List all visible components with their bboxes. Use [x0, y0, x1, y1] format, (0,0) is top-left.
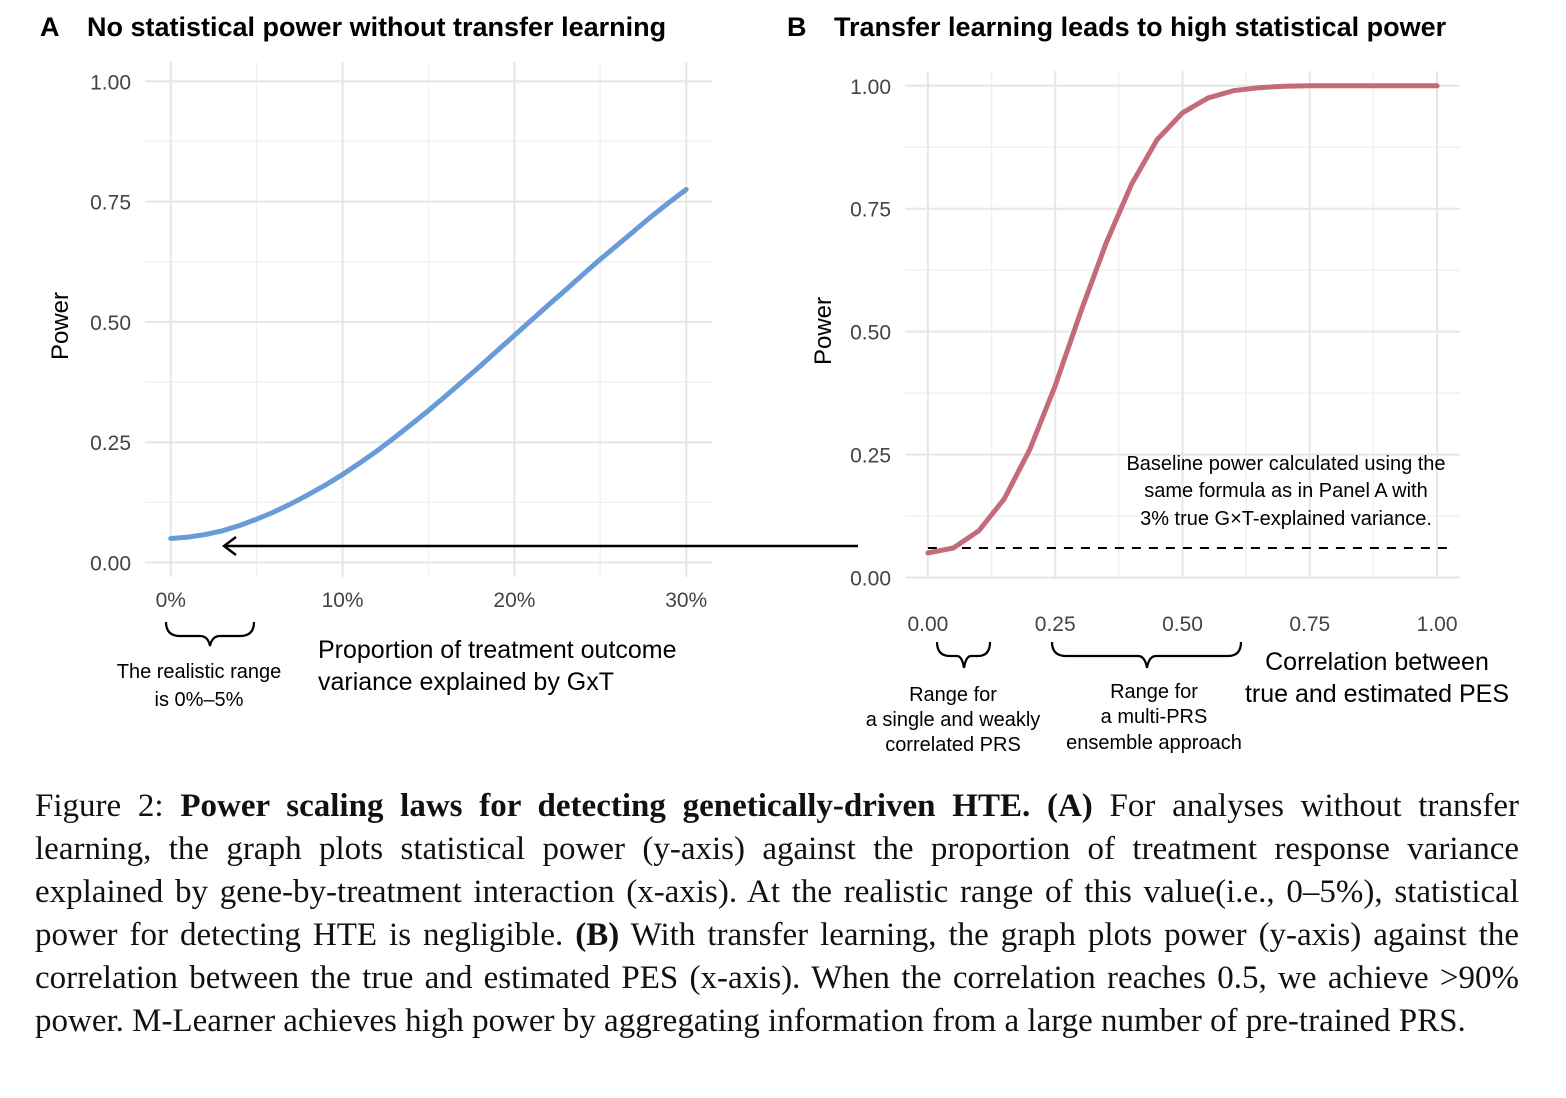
panel-b-x-ticks: 0.00 0.25 0.50 0.75 1.00: [907, 613, 1457, 636]
panel-a: A No statistical power without transfer …: [40, 12, 712, 711]
caption-b-label: (B): [575, 917, 620, 953]
panel-b-range2-line1: Range for: [1110, 681, 1198, 703]
y-tick-label: 0.75: [90, 192, 131, 215]
panel-a-grid: [145, 62, 712, 577]
panel-b-range2-line2: a multi-PRS: [1101, 706, 1208, 728]
x-tick-label: 0.50: [1162, 613, 1203, 636]
y-tick-label: 0.50: [90, 312, 131, 335]
panel-b-range1-line1: Range for: [909, 684, 997, 706]
panel-a-range-brace: [164, 621, 256, 647]
panel-a-x-label-line2: variance explained by GxT: [318, 668, 614, 696]
arrow-head-icon: [222, 536, 237, 556]
panel-b-x-label-line1: Correlation between: [1265, 648, 1489, 676]
baseline-note-line1: Baseline power calculated using the: [1126, 453, 1445, 475]
y-tick-label: 1.00: [90, 71, 131, 94]
caption-a-text: For analyses without transfer learning, …: [35, 788, 1520, 953]
panel-b-range1-line2: a single and weakly: [866, 709, 1041, 731]
panel-b-grid: [905, 71, 1460, 579]
panel-b-range2-line3: ensemble approach: [1066, 732, 1242, 754]
y-tick-label: 0.25: [90, 432, 131, 455]
y-tick-label: 1.00: [850, 76, 891, 99]
y-tick-label: 0.25: [850, 445, 891, 468]
panel-a-x-label-line1: Proportion of treatment outcome: [318, 636, 677, 664]
baseline-note-line2: same formula as in Panel A with: [1144, 480, 1427, 502]
panel-b-letter: B: [787, 12, 807, 42]
caption-prefix: Figure 2:: [35, 788, 181, 824]
baseline-note-line3: 3% true G×T-explained variance.: [1140, 508, 1432, 530]
panel-a-y-label: Power: [47, 292, 74, 360]
figure-panels: A No statistical power without transfer …: [40, 12, 1509, 756]
panel-b-y-label: Power: [810, 297, 837, 365]
baseline-arrow: [222, 536, 858, 556]
panel-a-letter: A: [40, 12, 60, 42]
panel-b-range1-brace: [935, 641, 992, 669]
x-tick-label: 30%: [665, 589, 707, 612]
panel-b-range1-line3: correlated PRS: [885, 734, 1021, 756]
x-tick-label: 0%: [156, 589, 186, 612]
y-tick-label: 0.00: [90, 553, 131, 576]
caption-a-label: (A): [1046, 788, 1093, 824]
y-tick-label: 0.50: [850, 322, 891, 345]
y-tick-label: 0.00: [850, 568, 891, 591]
x-tick-label: 0.00: [907, 613, 948, 636]
x-tick-label: 0.25: [1035, 613, 1076, 636]
panel-b-title: Transfer learning leads to high statisti…: [834, 12, 1447, 42]
panel-a-range-label-line2: is 0%–5%: [155, 689, 244, 711]
panel-a-x-ticks: 0% 10% 20% 30%: [156, 589, 708, 612]
x-tick-label: 1.00: [1417, 613, 1458, 636]
panel-a-series-line: [168, 187, 689, 541]
y-tick-label: 0.75: [850, 199, 891, 222]
panel-b-series-line: [925, 83, 1440, 556]
x-tick-label: 0.75: [1289, 613, 1330, 636]
caption-b-text: With transfer learning, the graph plots …: [35, 917, 1519, 1039]
panel-b-y-ticks: 0.00 0.25 0.50 0.75 1.00: [850, 76, 891, 591]
panel-a-title: No statistical power without transfer le…: [87, 12, 666, 42]
panel-b-x-label-line2: true and estimated PES: [1245, 680, 1509, 708]
panel-a-y-ticks: 0.00 0.25 0.50 0.75 1.00: [90, 71, 131, 575]
panel-b-range2-brace: [1050, 641, 1243, 669]
figure-caption: Figure 2: Power scaling laws for detecti…: [35, 785, 1519, 1043]
x-tick-label: 20%: [493, 589, 535, 612]
panel-b: B Transfer learning leads to high statis…: [787, 12, 1509, 756]
x-tick-label: 10%: [322, 589, 364, 612]
panel-a-range-label-line1: The realistic range: [117, 661, 282, 683]
caption-title: Power scaling laws for detecting genetic…: [180, 788, 1031, 824]
